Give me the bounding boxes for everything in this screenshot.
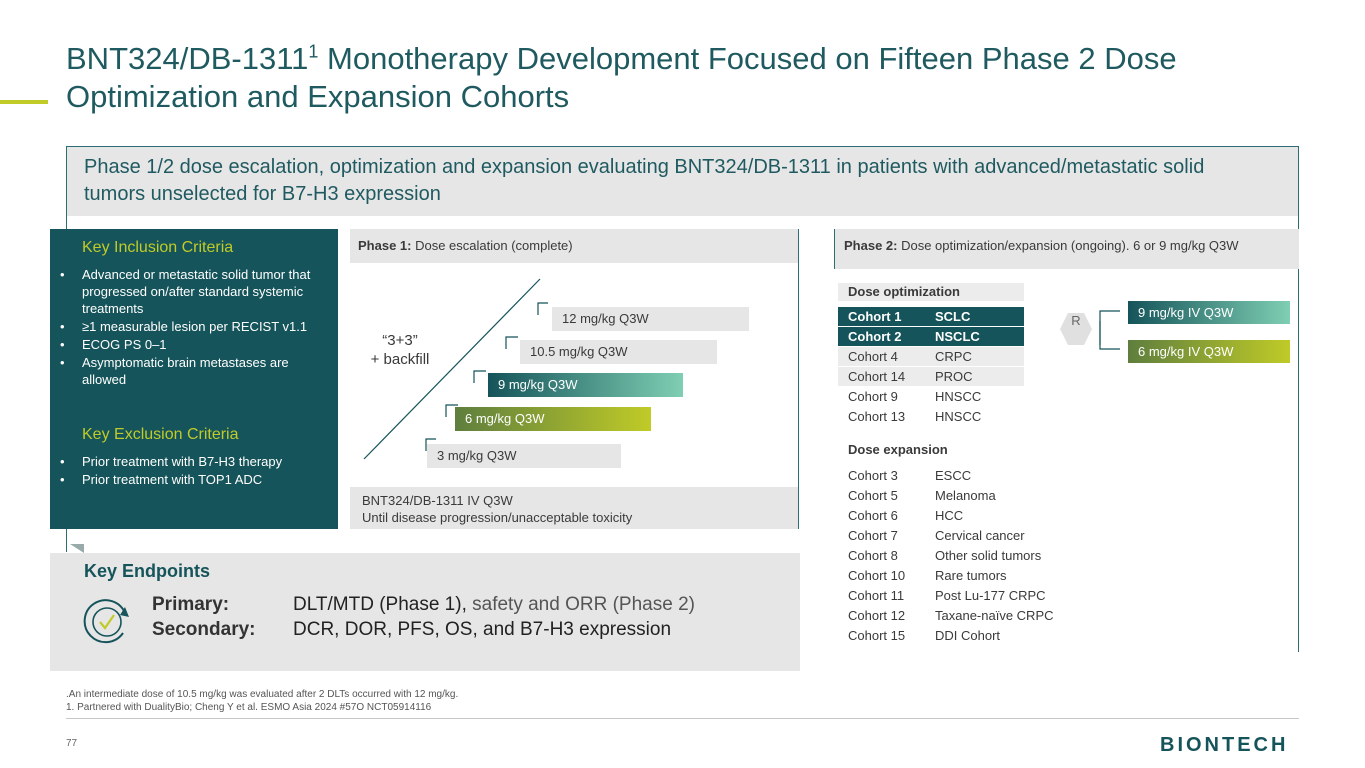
dose-bar-10-5: 10.5 mg/kg Q3W (520, 340, 717, 364)
inclusion-list: Advanced or metastatic solid tumor that … (60, 266, 332, 389)
footnotes: .An intermediate dose of 10.5 mg/kg was … (66, 689, 459, 713)
table-row: Cohort 5 Melanoma (848, 488, 996, 503)
table-row: Cohort 13 HNSCC (848, 409, 982, 424)
table-row: Cohort 10 Rare tumors (848, 568, 1007, 583)
table-row: Cohort 11 Post Lu-177 CRPC (848, 588, 1046, 603)
inclusion-item: Advanced or metastatic solid tumor that … (60, 266, 332, 317)
randomization-label: R (1071, 313, 1081, 328)
table-row: Cohort 12 Taxane-naïve CRPC (848, 608, 1054, 623)
escalation-arrow-line (363, 278, 541, 460)
design-label: “3+3” + backfill (370, 332, 430, 368)
dose-bar-9: 9 mg/kg Q3W (488, 373, 683, 397)
phase2-border (834, 229, 835, 269)
outline-top (66, 146, 1299, 147)
phase2-header: Phase 2: Dose optimization/expansion (on… (834, 229, 1299, 269)
step-connector (537, 302, 548, 315)
step-connector (425, 438, 436, 451)
table-row: Cohort 6 HCC (848, 508, 964, 523)
title-accent-bar (0, 100, 48, 104)
escalation-diagram (363, 278, 548, 460)
primary-label: Primary: (152, 594, 230, 615)
study-summary-banner: Phase 1/2 dose escalation, optimization … (66, 146, 1299, 216)
primary-value: DLT/MTD (Phase 1), safety and ORR (Phase… (293, 594, 695, 615)
table-row: Cohort 4 CRPC (838, 347, 1024, 366)
expansion-heading: Dose expansion (848, 442, 948, 457)
table-row: Cohort 9 HNSCC (848, 389, 982, 404)
secondary-value: DCR, DOR, PFS, OS, and B7-H3 expression (293, 619, 672, 640)
inclusion-heading: Key Inclusion Criteria (82, 239, 234, 256)
endpoints-heading: Key Endpoints (84, 561, 211, 581)
inclusion-item: ≥1 measurable lesion per RECIST v1.1 (60, 318, 332, 335)
table-row: Cohort 3 ESCC (848, 468, 972, 483)
exclusion-item: Prior treatment with TOP1 ADC (60, 471, 332, 488)
table-row: Cohort 8 Other solid tumors (848, 548, 1042, 563)
page-title: BNT324/DB-13111 Monotherapy Development … (66, 41, 1177, 114)
table-row: Cohort 15 DDI Cohort (848, 628, 1001, 643)
step-connector (473, 370, 486, 383)
secondary-label: Secondary: (152, 619, 256, 640)
phase1-footer: BNT324/DB-1311 IV Q3W Until disease prog… (350, 487, 799, 529)
table-row: Cohort 14 PROC (838, 367, 1024, 386)
dose-bar-12: 12 mg/kg Q3W (552, 307, 749, 331)
step-connector (505, 336, 518, 349)
phase1-panel: Phase 1: Dose escalation (complete) “3+3… (350, 229, 799, 529)
randomization-diagram (1060, 310, 1120, 350)
inclusion-item: ECOG PS 0–1 (60, 336, 332, 353)
corner-marker (70, 544, 84, 553)
dose-bar-6: 6 mg/kg Q3W (455, 407, 651, 431)
exclusion-item: Prior treatment with B7-H3 therapy (60, 453, 332, 470)
study-summary-text: Phase 1/2 dose escalation, optimization … (84, 156, 1205, 205)
phase1-border (798, 229, 799, 529)
dose-bar-3: 3 mg/kg Q3W (427, 444, 621, 468)
arm-6mg: 6 mg/kg IV Q3W (1128, 340, 1290, 363)
exclusion-list: Prior treatment with B7-H3 therapy Prior… (60, 453, 332, 489)
arm-connector (1099, 321, 1120, 350)
arm-connector (1099, 310, 1120, 345)
phase1-header: Phase 1: Dose escalation (complete) (350, 229, 799, 263)
target-check-icon (83, 599, 129, 644)
table-row: Cohort 2 NSCLC (838, 327, 1024, 346)
biontech-logo: BIONTECH (1160, 734, 1289, 756)
randomization-hexagon (1060, 313, 1092, 345)
footer-rule (66, 718, 1299, 719)
inclusion-item: Asymptomatic brain metastases are allowe… (60, 354, 332, 388)
key-endpoints-panel: Key Endpoints Primary: DLT/MTD (Phase 1)… (50, 553, 800, 671)
exclusion-heading: Key Exclusion Criteria (82, 426, 239, 443)
table-row: Cohort 7 Cervical cancer (848, 528, 1025, 543)
outline-right (1298, 146, 1299, 652)
arm-9mg: 9 mg/kg IV Q3W (1128, 301, 1290, 324)
optimization-heading: Dose optimization (848, 284, 960, 299)
table-row: Cohort 1 SCLC (838, 307, 1024, 326)
criteria-panel: Key Inclusion Criteria Advanced or metas… (50, 229, 338, 529)
phase2-panel: Phase 2: Dose optimization/expansion (on… (834, 229, 1299, 653)
step-connector (445, 404, 458, 417)
page-number: 77 (66, 738, 78, 749)
